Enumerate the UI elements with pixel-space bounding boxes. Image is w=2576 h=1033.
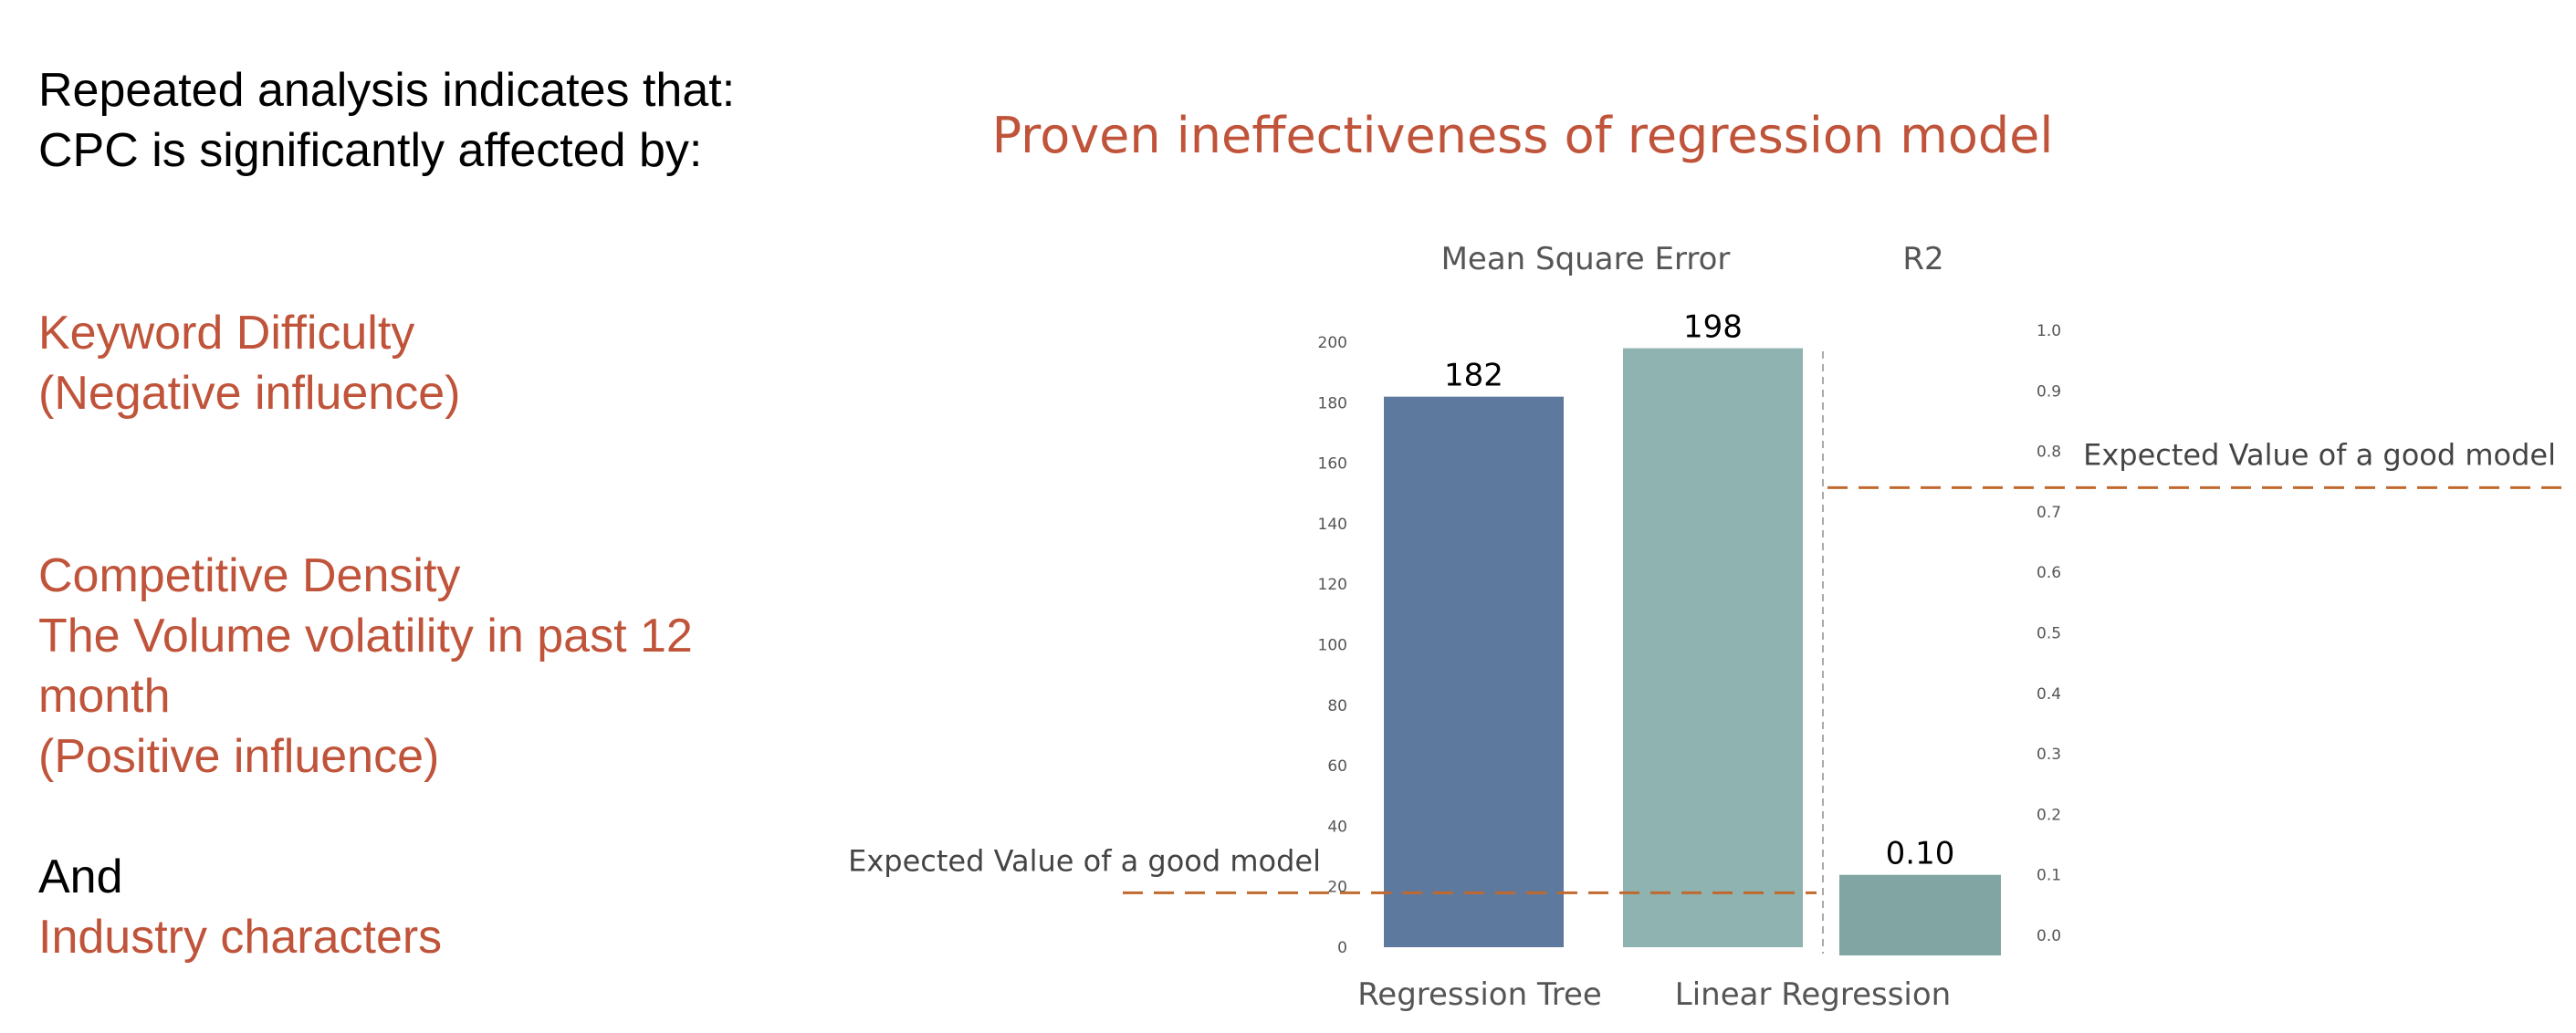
y-tick-label-r2: 0.6 — [2037, 564, 2061, 582]
y-tick-label-r2: 1.0 — [2037, 322, 2061, 340]
and-label: And — [38, 850, 123, 903]
y-tick-label-mse: 200 — [1318, 334, 1347, 352]
category-label-linear-regression: Linear Regression — [1675, 976, 1951, 1013]
y-tick-label-r2: 0.4 — [2037, 685, 2061, 704]
reference-label-r2: Expected Value of a good model — [2083, 437, 2556, 472]
y-tick-label-mse: 100 — [1318, 637, 1347, 655]
panel-title-mse: Mean Square Error — [1441, 241, 1731, 277]
intro-line-1: Repeated analysis indicates that: — [38, 64, 736, 117]
factor-volume-volatility-cont: month — [38, 670, 171, 723]
y-tick-label-r2: 0.5 — [2037, 625, 2061, 643]
y-tick-label-r2: 0.7 — [2037, 504, 2061, 522]
y-tick-label-mse: 180 — [1318, 394, 1347, 412]
factor-keyword-difficulty: Keyword Difficulty — [38, 307, 415, 360]
factor-volume-volatility: The Volume volatility in past 12 — [38, 610, 693, 663]
y-tick-label-mse: 0 — [1337, 939, 1347, 957]
y-tick-label-mse: 160 — [1318, 455, 1347, 474]
y-tick-label-mse: 60 — [1327, 757, 1347, 776]
y-tick-label-mse: 120 — [1318, 576, 1347, 594]
y-tick-label-mse: 80 — [1327, 697, 1347, 715]
factor-competitive-density: Competitive Density — [38, 549, 461, 602]
y-tick-label-r2: 0.2 — [2037, 806, 2061, 824]
y-tick-label-r2: 0.1 — [2037, 867, 2061, 885]
y-tick-label-mse: 140 — [1318, 516, 1347, 534]
reference-label-mse: Expected Value of a good model — [848, 843, 1321, 878]
y-tick-label-r2: 0.8 — [2037, 443, 2061, 462]
intro-line-2: CPC is significantly affected by: — [38, 124, 703, 177]
bar-r2 — [1839, 874, 2001, 955]
y-tick-label-r2: 0.9 — [2037, 382, 2061, 401]
y-tick-label-r2: 0.0 — [2037, 927, 2061, 945]
data-label-r2: 0.10 — [1886, 836, 1955, 872]
factor-industry-characters: Industry characters — [38, 911, 443, 964]
factor-positive-influence: (Positive influence) — [38, 730, 440, 783]
category-label-regression-tree: Regression Tree — [1357, 976, 1602, 1013]
chart-title: Proven ineffectiveness of regression mod… — [992, 107, 2054, 164]
panel-title-r2: R2 — [1902, 241, 1943, 277]
factor-keyword-difficulty-influence: (Negative influence) — [38, 367, 461, 420]
y-tick-label-mse: 40 — [1327, 818, 1347, 836]
data-label-linear-regression: 198 — [1683, 309, 1743, 346]
y-tick-label-r2: 0.3 — [2037, 746, 2061, 764]
bar-regression-tree — [1384, 396, 1564, 947]
data-label-regression-tree: 182 — [1444, 358, 1503, 394]
bar-linear-regression — [1623, 348, 1803, 947]
